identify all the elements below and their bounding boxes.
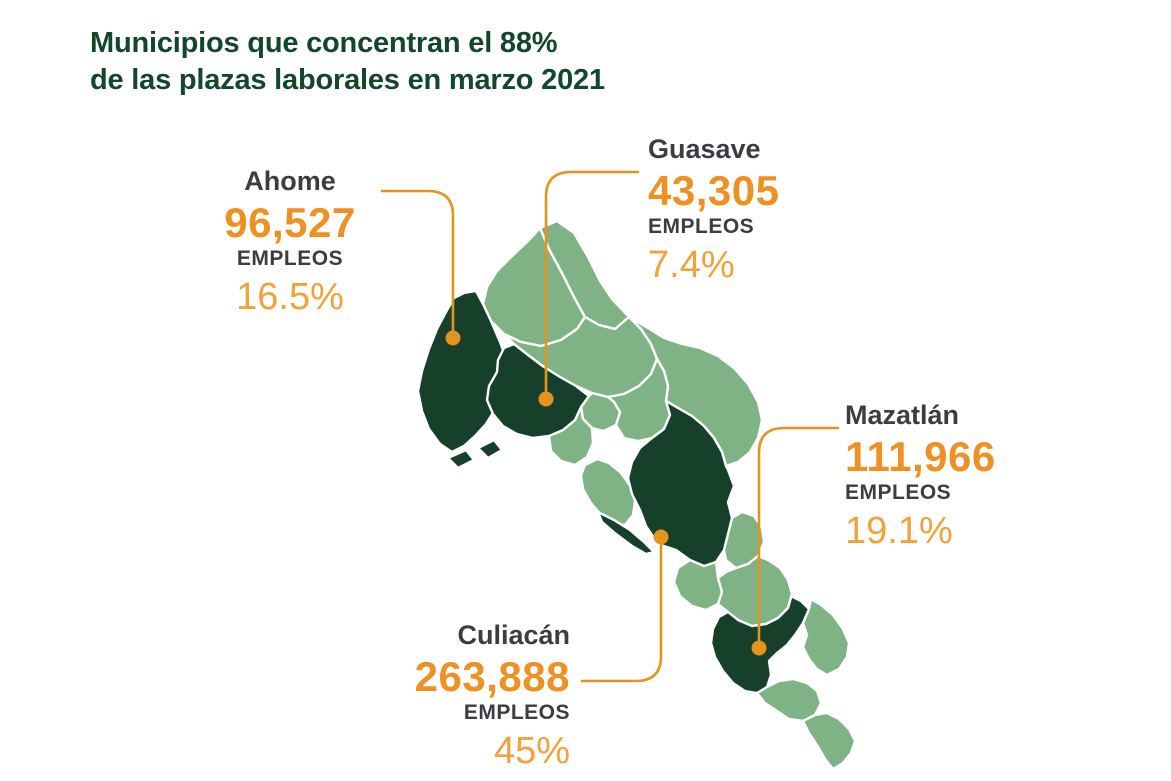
municipality-shape-south-coastal-1 xyxy=(672,558,724,612)
municipality-shape-south-tip xyxy=(801,711,857,771)
culiacan-municipality-shape xyxy=(626,399,736,568)
mazatlan-callout-dot xyxy=(751,640,767,656)
callout-guasave: Guasave 43,305 EMPLEOS 7.4% xyxy=(648,134,779,286)
jobs-count: 43,305 xyxy=(648,167,780,215)
page-title: Municipios que concentran el 88% de las p… xyxy=(90,25,605,99)
guasave-municipality-shape xyxy=(485,342,591,440)
ahome-islet-shape xyxy=(446,448,476,470)
jobs-unit-label: EMPLEOS xyxy=(648,215,755,239)
callout-mazatlan: Mazatlán 111,966 EMPLEOS 19.1% xyxy=(845,400,996,552)
culiacan-callout-dot xyxy=(653,529,669,545)
jobs-count: 263,888 xyxy=(414,653,570,701)
jobs-share: 7.4% xyxy=(648,243,735,286)
jobs-share: 16.5% xyxy=(236,275,344,318)
guasave-callout-dot xyxy=(538,391,554,407)
municipality-name: Guasave xyxy=(648,134,761,164)
jobs-unit-label: EMPLEOS xyxy=(463,701,570,725)
guasave-callout-line xyxy=(544,170,640,393)
municipality-name: Mazatlán xyxy=(845,400,960,430)
municipality-name: Culiacán xyxy=(457,620,570,650)
jobs-share: 19.1% xyxy=(845,509,953,552)
culiacan-callout-line xyxy=(580,543,663,683)
ahome-callout-dot xyxy=(445,330,461,346)
ahome-islet-shape xyxy=(476,438,504,460)
callout-ahome: Ahome 96,527 EMPLEOS 16.5% xyxy=(205,166,375,318)
jobs-unit-label: EMPLEOS xyxy=(236,247,344,271)
municipality-shape-coastal-2 xyxy=(579,457,637,527)
culiacan-coastal-spit-shape xyxy=(596,510,656,556)
jobs-unit-label: EMPLEOS xyxy=(845,481,952,505)
municipality-shape-south-east xyxy=(801,597,851,677)
municipality-name: Ahome xyxy=(244,166,336,196)
jobs-count: 96,527 xyxy=(224,199,356,247)
municipality-shape-south-1 xyxy=(755,677,823,723)
title-line-2: de las plazas laborales en marzo 2021 xyxy=(90,64,605,97)
jobs-share: 45% xyxy=(493,729,570,772)
jobs-count: 111,966 xyxy=(845,433,996,481)
ahome-callout-line xyxy=(380,189,455,332)
callout-culiacan: Culiacán 263,888 EMPLEOS 45% xyxy=(360,620,570,772)
title-line-1: Municipios que concentran el 88% xyxy=(90,27,558,59)
mazatlan-callout-line xyxy=(757,426,840,642)
municipality-shape-central-1 xyxy=(606,357,672,443)
